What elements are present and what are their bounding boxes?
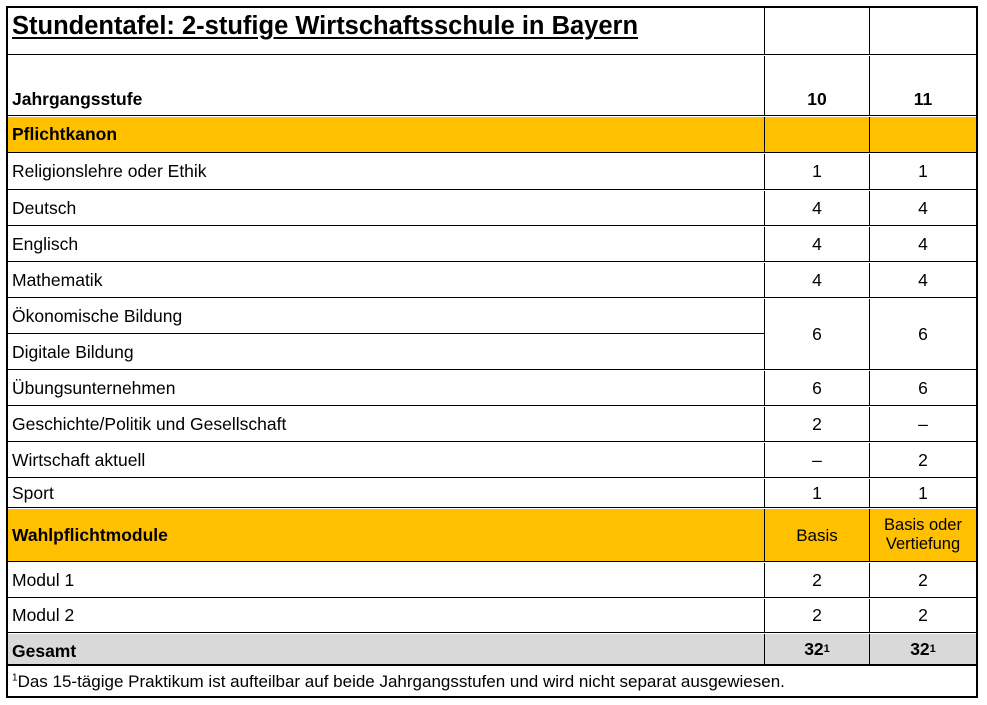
subject-name: Geschichte/Politik und Gesellschaft (12, 413, 287, 434)
value-11: 1 (869, 154, 976, 189)
subject-name: Modul 1 (12, 569, 75, 590)
section-label: Pflichtkanon (12, 124, 118, 144)
value-11: 2 (869, 443, 976, 477)
subject-name: Wirtschaft aktuell (12, 449, 146, 470)
subject-name: Mathematik (12, 269, 103, 290)
value-10: 2 (764, 407, 869, 441)
subject-name: Englisch (12, 233, 79, 254)
table-row-merged: Ökonomische Bildung Digitale Bildung 6 6 (8, 299, 976, 370)
wahl-value-11-line1: Basis oder (884, 516, 962, 534)
footnote-text: Das 15-tägige Praktikum ist aufteilbar a… (17, 672, 785, 691)
header-row: Jahrgangsstufe 10 11 (8, 76, 976, 116)
value-10: 2 (764, 563, 869, 597)
table-row: Übungsunternehmen 6 6 (8, 371, 976, 406)
section-pflichtkanon: Pflichtkanon (8, 117, 976, 153)
total-label: Gesamt (12, 640, 77, 661)
value-10: 6 (764, 371, 869, 405)
table-row: Englisch 4 4 (8, 227, 976, 262)
value-11: 4 (869, 191, 976, 225)
value-10: 4 (764, 227, 869, 261)
total-number-10: 32 (804, 638, 824, 659)
value-11: 6 (869, 371, 976, 405)
value-10: 6 (764, 299, 869, 369)
value-11: 6 (869, 299, 976, 369)
value-11: – (869, 407, 976, 441)
value-10: 4 (764, 263, 869, 297)
footnote-mark: 1 (12, 672, 18, 684)
total-row: Gesamt 32 1 32 1 (8, 634, 976, 666)
wahl-value-11: Basis oder Vertiefung (869, 509, 976, 561)
section-label: Wahlpflichtmodule (12, 524, 168, 545)
subject-name: Religionslehre oder Ethik (12, 161, 207, 181)
value-10: 1 (764, 154, 869, 189)
subject-name: Ökonomische Bildung (8, 299, 764, 334)
subject-name: Übungsunternehmen (12, 377, 176, 398)
section-wahlpflichtmodule: Wahlpflichtmodule Basis Basis oder Verti… (8, 509, 976, 562)
value-11: 4 (869, 263, 976, 297)
subject-name: Digitale Bildung (12, 341, 134, 362)
value-11: 2 (869, 563, 976, 597)
header-col-11: 11 (869, 76, 976, 115)
wahl-value-11-line2: Vertiefung (885, 535, 961, 553)
merged-subject-cell: Ökonomische Bildung Digitale Bildung (8, 299, 764, 369)
spacer-cell-10 (764, 56, 869, 76)
footnote: 1Das 15-tägige Praktikum ist aufteilbar … (8, 672, 785, 692)
table-row: Sport 1 1 (8, 479, 976, 508)
section-cell-11 (869, 117, 976, 152)
subject-name: Deutsch (12, 197, 77, 218)
value-11: 1 (869, 479, 976, 507)
title-cell-11 (869, 8, 976, 54)
spacer-cell (8, 56, 764, 76)
header-col-10: 10 (764, 76, 869, 115)
table-row: Mathematik 4 4 (8, 263, 976, 298)
subject-name: Sport (12, 482, 54, 503)
title-cell-10 (764, 8, 869, 54)
title-row: Stundentafel: 2-stufige Wirtschaftsschul… (8, 8, 976, 55)
total-number-11: 32 (910, 638, 930, 659)
table-row: Modul 2 2 2 (8, 599, 976, 633)
table-row: Deutsch 4 4 (8, 191, 976, 226)
header-label: Jahrgangsstufe (12, 89, 143, 109)
wahl-value-10: Basis (764, 509, 869, 561)
table-row: Modul 1 2 2 (8, 563, 976, 598)
value-10: 1 (764, 479, 869, 507)
value-10: 2 (764, 599, 869, 632)
section-cell-10 (764, 117, 869, 152)
footnote-row: 1Das 15-tägige Praktikum ist aufteilbar … (8, 668, 976, 696)
value-10: – (764, 443, 869, 477)
value-10: 4 (764, 191, 869, 225)
spacer-row (8, 56, 976, 76)
table-row: Wirtschaft aktuell – 2 (8, 443, 976, 478)
subject-name: Modul 2 (12, 605, 75, 625)
spacer-cell-11 (869, 56, 976, 76)
table-row: Geschichte/Politik und Gesellschaft 2 – (8, 407, 976, 442)
stundentafel-table: Stundentafel: 2-stufige Wirtschaftsschul… (6, 6, 978, 698)
value-11: 4 (869, 227, 976, 261)
total-value-11: 32 1 (869, 634, 976, 664)
table-title: Stundentafel: 2-stufige Wirtschaftsschul… (12, 12, 639, 40)
total-value-10: 32 1 (764, 634, 869, 664)
value-11: 2 (869, 599, 976, 632)
table-row: Religionslehre oder Ethik 1 1 (8, 154, 976, 190)
